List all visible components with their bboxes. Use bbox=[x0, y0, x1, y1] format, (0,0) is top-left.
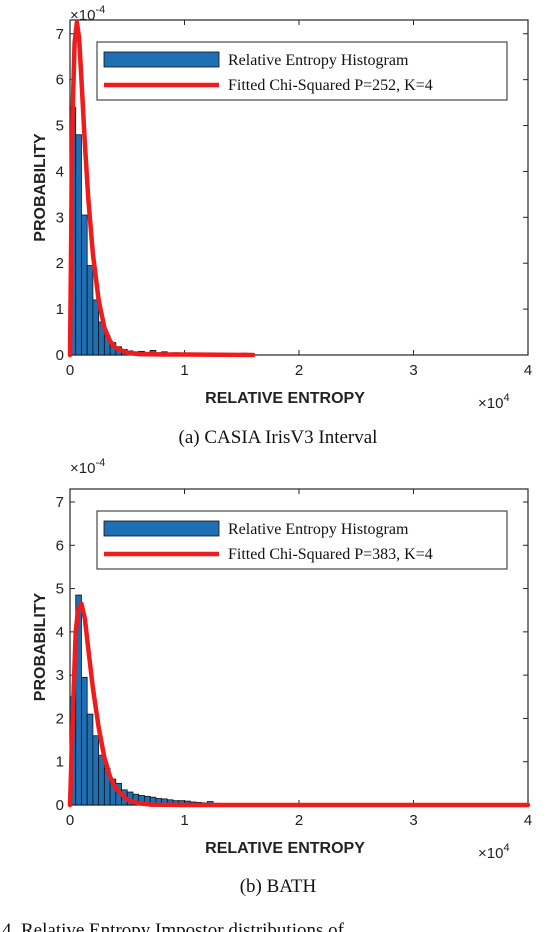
x-axis-label: RELATIVE ENTROPY bbox=[205, 390, 365, 407]
x-tick-label: 4 bbox=[524, 362, 532, 379]
histogram-bar bbox=[75, 134, 82, 356]
chart-panel-1: 0 1 2 3 4 0 1 2 3 4 5 6 7 Relative Entropy Histogram F… bbox=[32, 4, 532, 448]
y-tick-label: 1 bbox=[56, 754, 64, 771]
y-tick-label: 2 bbox=[56, 710, 64, 727]
y-tick-label: 2 bbox=[56, 255, 64, 272]
x-tick-label: 2 bbox=[295, 812, 303, 829]
y-multiplier-exponent: -4 bbox=[95, 4, 105, 16]
y-tick-label: 6 bbox=[56, 537, 64, 554]
legend-bar-swatch bbox=[103, 520, 220, 537]
y-tick-label: 5 bbox=[56, 581, 64, 598]
x-tick-label: 3 bbox=[409, 362, 417, 379]
x-tick-label: 1 bbox=[180, 812, 188, 829]
y-multiplier-exponent: -4 bbox=[95, 457, 105, 469]
chart-caption: (a) CASIA IrisV3 Interval bbox=[179, 427, 378, 448]
histogram-bar bbox=[86, 713, 94, 806]
x-tick-label: 1 bbox=[180, 362, 188, 379]
x-axis-label: RELATIVE ENTROPY bbox=[205, 840, 365, 857]
y-tick-label: 0 bbox=[56, 347, 64, 364]
y-multiplier-base: ×10 bbox=[70, 460, 95, 477]
y-tick-label: 4 bbox=[56, 624, 64, 641]
y-tick-label: 7 bbox=[56, 26, 64, 43]
fitted-curve-line bbox=[67, 601, 531, 808]
y-tick-label: 5 bbox=[56, 118, 64, 135]
x-tick-label: 3 bbox=[409, 812, 417, 829]
y-multiplier-base: ×10 bbox=[70, 7, 95, 24]
footer-text: 4. Relative Entropy Impostor distributio… bbox=[2, 920, 345, 932]
legend-label-histogram: Relative Entropy Histogram bbox=[228, 52, 409, 69]
chart-caption: (b) BATH bbox=[240, 876, 317, 897]
y-tick-label: 7 bbox=[56, 494, 64, 511]
chart-panel-2: 0 1 2 3 4 0 1 2 3 4 5 6 7 Relative Entropy Histogram F… bbox=[32, 457, 532, 897]
legend-label-curve: Fitted Chi-Squared P=383, K=4 bbox=[228, 546, 433, 563]
x-tick-label: 2 bbox=[295, 362, 303, 379]
y-axis-label: PROBABILITY bbox=[32, 592, 49, 701]
fitted-curve-line bbox=[67, 20, 256, 358]
legend-bar-swatch bbox=[103, 51, 220, 68]
y-axis-label: PROBABILITY bbox=[32, 133, 49, 242]
y-tick-label: 3 bbox=[56, 667, 64, 684]
x-multiplier-base: ×10 bbox=[478, 845, 503, 862]
x-multiplier-exponent: 4 bbox=[503, 842, 509, 854]
legend-label-histogram: Relative Entropy Histogram bbox=[228, 521, 409, 538]
y-tick-label: 3 bbox=[56, 209, 64, 226]
x-tick-label: 0 bbox=[66, 362, 74, 379]
histogram-bar bbox=[98, 754, 105, 806]
histogram-bar bbox=[86, 265, 94, 356]
y-tick-label: 1 bbox=[56, 301, 64, 318]
x-tick-label: 4 bbox=[524, 812, 532, 829]
x-multiplier-exponent: 4 bbox=[503, 392, 509, 404]
legend-label-curve: Fitted Chi-Squared P=252, K=4 bbox=[228, 77, 433, 94]
y-tick-label: 6 bbox=[56, 72, 64, 89]
x-tick-label: 0 bbox=[66, 812, 74, 829]
y-multiplier: ×10-4 bbox=[70, 457, 105, 477]
y-tick-label: 0 bbox=[56, 797, 64, 814]
histogram-bar bbox=[92, 735, 100, 806]
histogram-bar bbox=[92, 299, 100, 356]
x-multiplier-base: ×10 bbox=[478, 395, 503, 412]
histogram-bar bbox=[81, 676, 88, 806]
x-multiplier: ×104 bbox=[478, 842, 510, 862]
y-multiplier: ×10-4 bbox=[70, 4, 105, 24]
y-tick-label: 4 bbox=[56, 163, 64, 180]
histogram-bar bbox=[81, 214, 88, 356]
x-multiplier: ×104 bbox=[478, 392, 510, 412]
